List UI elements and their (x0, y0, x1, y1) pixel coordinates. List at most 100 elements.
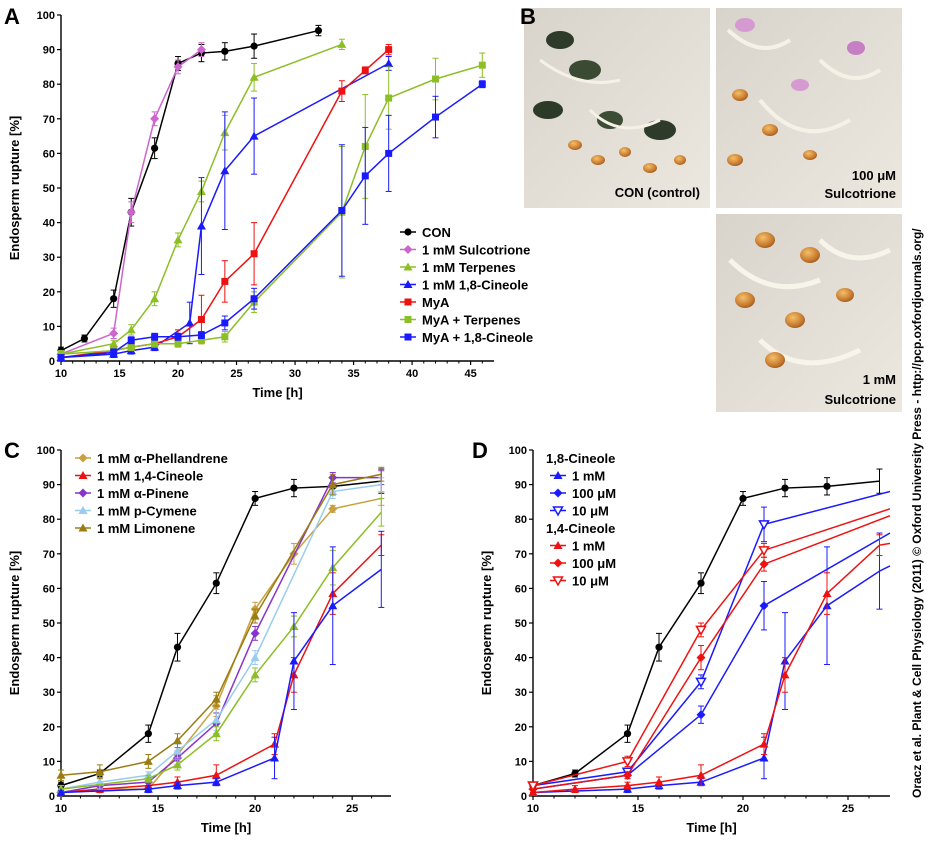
x-tick-label: 10 (55, 368, 67, 380)
x-tick-label: 10 (55, 803, 67, 815)
series-line (60, 64, 483, 355)
series-unnamed-6 (56, 497, 385, 794)
data-point (250, 653, 260, 662)
data-point (250, 250, 258, 258)
legend-swatch-marker (78, 453, 88, 463)
photo-caption-control: CON (control) (615, 185, 700, 200)
data-point (172, 736, 182, 745)
data-point (173, 235, 183, 244)
data-point (250, 611, 260, 620)
legend-swatch-marker (404, 298, 412, 306)
data-point (211, 770, 221, 779)
legend-swatch-marker (404, 316, 412, 323)
x-axis-label: Time [h] (686, 820, 736, 835)
data-point (270, 753, 280, 762)
y-tick-label: 10 (515, 756, 527, 768)
y-tick-label: 30 (515, 687, 527, 699)
legend-label: 1 mM p-Cymene (97, 504, 197, 519)
data-point (655, 643, 663, 651)
x-tick-label: 30 (289, 368, 301, 380)
data-point (385, 94, 393, 102)
data-point (127, 343, 135, 351)
y-tick-label: 50 (515, 618, 527, 630)
data-point (143, 774, 153, 783)
panel-label-a: A (4, 4, 20, 29)
data-point (127, 336, 135, 344)
data-point (759, 601, 769, 611)
data-point (328, 601, 338, 610)
x-tick-label: 15 (632, 803, 644, 815)
data-point (385, 46, 393, 54)
data-point (211, 715, 221, 724)
legend-swatch-marker (553, 558, 563, 568)
legend-label: 1 mM Terpenes (422, 260, 516, 275)
photo-1mm-sulcotrione: 1 mM Sulcotrione (716, 214, 902, 412)
data-point (328, 504, 338, 514)
data-point (172, 781, 182, 790)
photo-caption-1mm: 1 mM (863, 372, 896, 387)
panel-label-c: C (4, 438, 20, 463)
data-point (251, 494, 259, 503)
legend-label: 1 mM Sulcotrione (422, 243, 530, 258)
data-point (695, 677, 707, 688)
photo-caption-100um: 100 μM (852, 168, 896, 183)
legend-swatch-marker (78, 506, 88, 514)
y-tick-label: 80 (515, 514, 527, 526)
data-point (623, 770, 632, 780)
y-tick-label: 40 (515, 653, 527, 665)
series-1-mm (528, 532, 891, 797)
y-tick-label: 10 (43, 756, 55, 768)
legend-label: MyA + 1,8-Cineole (422, 330, 533, 345)
y-tick-label: 60 (43, 583, 55, 595)
data-point (197, 331, 205, 339)
x-tick-label: 25 (346, 803, 358, 815)
series-line (60, 473, 382, 776)
legend: CON 1 mM Sulcotrione 1 mM Terpenes 1 mM 1,8… (400, 225, 533, 345)
series-1-mm (528, 534, 891, 797)
data-point (57, 354, 65, 362)
series-unnamed-0 (529, 468, 883, 790)
y-tick-label: 80 (43, 514, 55, 526)
data-point (623, 781, 632, 790)
data-point (695, 625, 707, 636)
data-point (150, 114, 160, 124)
data-point (109, 328, 119, 338)
data-point (211, 694, 221, 703)
data-point (151, 144, 159, 152)
x-tick-label: 35 (347, 368, 359, 380)
y-tick-label: 20 (515, 722, 527, 734)
series-100-m (528, 532, 891, 794)
data-point (337, 39, 347, 48)
data-point (221, 277, 229, 285)
legend: 1,8-Cineole 1 mM 100 μM 10 μM 1,4-Cineole 1 m… (546, 451, 616, 589)
data-point (696, 653, 706, 663)
data-point (758, 546, 770, 557)
data-point (56, 770, 66, 779)
data-point (361, 66, 369, 74)
legend-label: 1 mM 1,8-Cineole (422, 278, 528, 293)
x-tick-label: 15 (113, 368, 125, 380)
data-point (621, 757, 634, 768)
data-point (527, 781, 539, 792)
data-point (384, 58, 394, 67)
series-1-mm-limonene (56, 466, 385, 781)
data-point (759, 739, 769, 748)
legend-group-title: 1,4-Cineole (546, 521, 615, 536)
x-tick-label: 20 (249, 803, 261, 815)
x-tick-label: 25 (842, 803, 854, 815)
x-tick-label: 20 (172, 368, 184, 380)
legend-swatch-marker (404, 228, 412, 236)
x-tick-label: 40 (406, 368, 418, 380)
data-point (290, 484, 298, 492)
series-line (60, 511, 382, 790)
y-tick-label: 50 (43, 183, 55, 195)
legend-swatch-marker (553, 488, 563, 498)
data-point (250, 42, 258, 50)
y-tick-label: 20 (43, 287, 55, 299)
legend-label: 10 μM (572, 574, 609, 589)
legend-label: 1 mM (572, 469, 605, 484)
legend-swatch-marker (552, 576, 564, 587)
